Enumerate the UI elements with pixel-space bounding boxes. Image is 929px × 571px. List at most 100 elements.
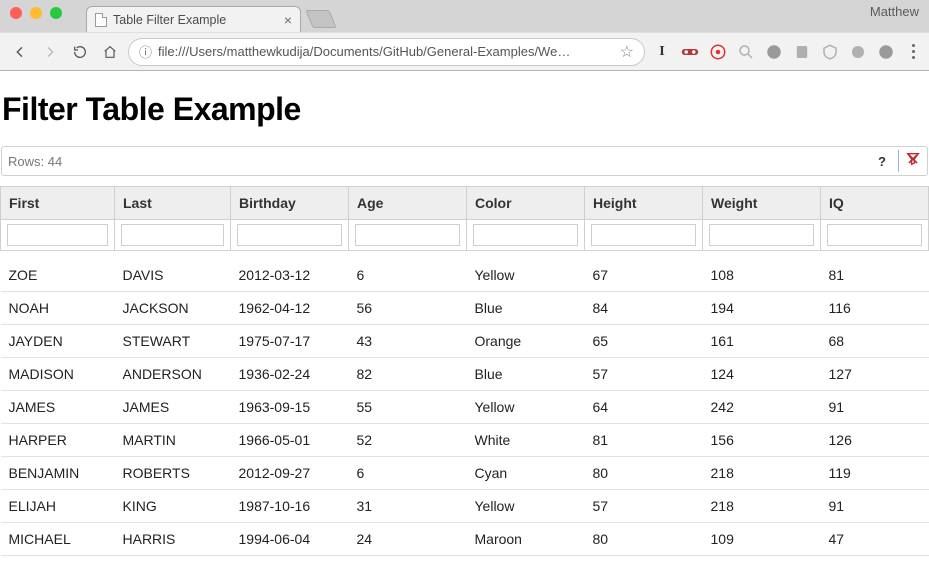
table-cell: JAYDEN xyxy=(1,325,115,358)
table-row: JAYDENSTEWART1975-07-1743Orange6516168 xyxy=(1,325,929,358)
table-cell: 81 xyxy=(821,251,929,292)
close-window-button[interactable] xyxy=(10,7,22,19)
table-cell: 242 xyxy=(703,391,821,424)
maximize-window-button[interactable] xyxy=(50,7,62,19)
tab-title: Table Filter Example xyxy=(113,13,278,27)
address-bar[interactable]: ⓘ file:///Users/matthewkudija/Documents/… xyxy=(128,38,645,66)
table-cell: 52 xyxy=(349,424,467,457)
table-cell: 56 xyxy=(349,292,467,325)
reload-button[interactable] xyxy=(68,40,92,64)
extension-icon-5[interactable] xyxy=(765,43,783,61)
column-header-birthday[interactable]: Birthday xyxy=(231,187,349,220)
table-cell: 67 xyxy=(585,251,703,292)
table-cell: 1966-05-01 xyxy=(231,424,349,457)
column-header-first[interactable]: First xyxy=(1,187,115,220)
table-cell: 1987-10-16 xyxy=(231,490,349,523)
column-header-weight[interactable]: Weight xyxy=(703,187,821,220)
table-cell: 218 xyxy=(703,457,821,490)
table-cell: Maroon xyxy=(467,523,585,556)
table-cell: 1936-02-24 xyxy=(231,358,349,391)
table-cell: JACKSON xyxy=(115,292,231,325)
home-button[interactable] xyxy=(98,40,122,64)
column-header-age[interactable]: Age xyxy=(349,187,467,220)
table-cell: 6 xyxy=(349,251,467,292)
new-tab-button[interactable] xyxy=(305,10,336,28)
extension-icon-6[interactable] xyxy=(793,43,811,61)
minimize-window-button[interactable] xyxy=(30,7,42,19)
table-body: ZOEDAVIS2012-03-126Yellow6710881NOAHJACK… xyxy=(1,251,929,556)
table-cell: 57 xyxy=(585,358,703,391)
table-cell: Orange xyxy=(467,325,585,358)
column-header-height[interactable]: Height xyxy=(585,187,703,220)
toolbar-separator xyxy=(898,150,899,172)
table-cell: 64 xyxy=(585,391,703,424)
page-title: Filter Table Example xyxy=(2,91,929,128)
table-cell: ROBERTS xyxy=(115,457,231,490)
extension-icon-8[interactable] xyxy=(849,43,867,61)
browser-menu-button[interactable] xyxy=(905,44,921,59)
extension-icon-2[interactable] xyxy=(681,43,699,61)
clear-filters-button[interactable] xyxy=(905,151,921,171)
site-info-icon[interactable]: ⓘ xyxy=(139,42,152,61)
table-cell: STEWART xyxy=(115,325,231,358)
column-header-color[interactable]: Color xyxy=(467,187,585,220)
bookmark-star-icon[interactable]: ☆ xyxy=(620,42,634,62)
table-cell: 80 xyxy=(585,457,703,490)
table-cell: Cyan xyxy=(467,457,585,490)
table-cell: 127 xyxy=(821,358,929,391)
extension-icon-9[interactable] xyxy=(877,43,895,61)
table-cell: 68 xyxy=(821,325,929,358)
filter-input-first[interactable] xyxy=(7,224,108,246)
browser-chrome: Table Filter Example × Matthew ⓘ file://… xyxy=(0,0,929,71)
forward-button[interactable] xyxy=(38,40,62,64)
filter-input-color[interactable] xyxy=(473,224,578,246)
table-cell: 161 xyxy=(703,325,821,358)
extension-icon-7[interactable] xyxy=(821,43,839,61)
browser-titlebar: Table Filter Example × Matthew xyxy=(0,0,929,32)
table-cell: 1963-09-15 xyxy=(231,391,349,424)
filter-input-iq[interactable] xyxy=(827,224,922,246)
table-cell: Yellow xyxy=(467,251,585,292)
table-cell: 1975-07-17 xyxy=(231,325,349,358)
extension-icon-4[interactable] xyxy=(737,43,755,61)
filter-input-birthday[interactable] xyxy=(237,224,342,246)
column-header-iq[interactable]: IQ xyxy=(821,187,929,220)
table-cell: 24 xyxy=(349,523,467,556)
table-row: ZOEDAVIS2012-03-126Yellow6710881 xyxy=(1,251,929,292)
filter-input-height[interactable] xyxy=(591,224,696,246)
browser-toolbar: ⓘ file:///Users/matthewkudija/Documents/… xyxy=(0,32,929,70)
back-button[interactable] xyxy=(8,40,32,64)
table-cell: NOAH xyxy=(1,292,115,325)
profile-name[interactable]: Matthew xyxy=(870,4,919,19)
table-cell: 116 xyxy=(821,292,929,325)
table-cell: 1994-06-04 xyxy=(231,523,349,556)
extension-icon-1[interactable]: I xyxy=(653,43,671,61)
table-cell: 126 xyxy=(821,424,929,457)
table-cell: HARRIS xyxy=(115,523,231,556)
extension-icon-3[interactable] xyxy=(709,43,727,61)
table-cell: Yellow xyxy=(467,391,585,424)
table-cell: HARPER xyxy=(1,424,115,457)
table-cell: ELIJAH xyxy=(1,490,115,523)
table-cell: 2012-03-12 xyxy=(231,251,349,292)
filter-input-weight[interactable] xyxy=(709,224,814,246)
table-cell: ANDERSON xyxy=(115,358,231,391)
column-header-last[interactable]: Last xyxy=(115,187,231,220)
filter-input-age[interactable] xyxy=(355,224,460,246)
table-toolbar: Rows: 44 ? xyxy=(1,146,928,176)
row-count-label: Rows: 44 xyxy=(8,154,872,169)
window-controls xyxy=(10,7,62,19)
table-cell: 156 xyxy=(703,424,821,457)
browser-tab[interactable]: Table Filter Example × xyxy=(86,6,301,32)
close-tab-button[interactable]: × xyxy=(284,13,292,27)
table-cell: MARTIN xyxy=(115,424,231,457)
table-cell: 65 xyxy=(585,325,703,358)
table-cell: 82 xyxy=(349,358,467,391)
filter-input-last[interactable] xyxy=(121,224,224,246)
table-cell: Blue xyxy=(467,358,585,391)
table-cell: 31 xyxy=(349,490,467,523)
table-cell: 1962-04-12 xyxy=(231,292,349,325)
table-cell: JAMES xyxy=(1,391,115,424)
page-content: Filter Table Example Rows: 44 ? First La… xyxy=(0,71,929,556)
help-button[interactable]: ? xyxy=(872,154,892,169)
